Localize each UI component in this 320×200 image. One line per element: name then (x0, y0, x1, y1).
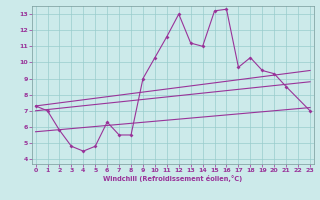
X-axis label: Windchill (Refroidissement éolien,°C): Windchill (Refroidissement éolien,°C) (103, 175, 243, 182)
